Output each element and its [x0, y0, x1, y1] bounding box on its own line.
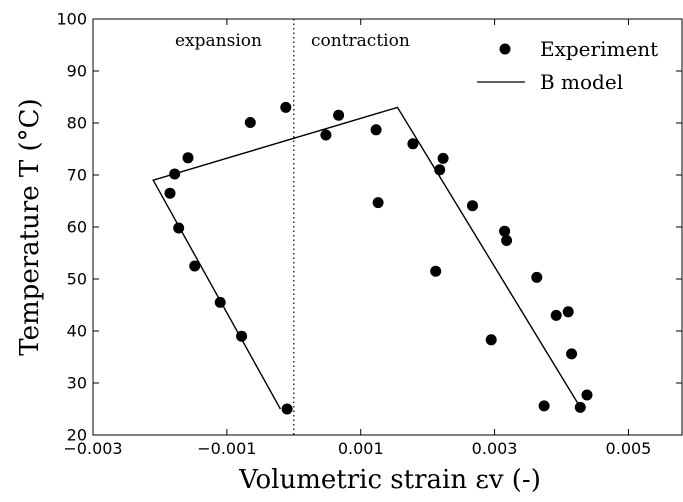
experiment-point	[550, 309, 562, 321]
experiment-point	[566, 348, 578, 360]
y-tick-label: 100	[56, 10, 87, 29]
region-label-expansion: expansion	[175, 31, 262, 51]
experiment-point	[280, 101, 292, 113]
y-axis-label: Temperature T (°C)	[15, 98, 45, 355]
experiment-point	[499, 225, 511, 237]
x-tick-label: −0.001	[197, 439, 256, 458]
axis-ticks	[92, 18, 682, 436]
legend-label-model: B model	[540, 70, 623, 94]
y-tick-label: 30	[67, 374, 87, 393]
y-tick-label: 70	[67, 166, 87, 185]
experiment-point	[236, 330, 248, 342]
y-tick-label: 90	[67, 62, 87, 81]
y-tick-label: 40	[67, 322, 87, 341]
plot-area	[92, 18, 683, 436]
experiment-point	[281, 403, 293, 415]
experiment-point	[320, 129, 332, 141]
experiment-point	[485, 334, 497, 346]
x-tick-label: −0.003	[63, 439, 122, 458]
y-tick-label: 80	[67, 114, 87, 133]
experiment-point	[531, 271, 543, 283]
legend-label-experiment: Experiment	[540, 37, 658, 61]
y-tick-label: 50	[67, 270, 87, 289]
experiment-point	[182, 152, 194, 164]
x-tick-label: 0.003	[472, 439, 518, 458]
chart-marks	[152, 101, 593, 415]
model-line	[152, 106, 581, 410]
y-tick-label: 60	[67, 218, 87, 237]
x-tick-label: 0.001	[338, 439, 384, 458]
experiment-point	[467, 200, 478, 212]
experiment-point	[370, 124, 382, 136]
experiment-point	[169, 168, 181, 180]
experiment-point	[333, 109, 345, 121]
x-axis-label: Volumetric strain εv (-)	[238, 465, 541, 495]
experiment-point	[407, 138, 419, 150]
experiment-point	[164, 187, 176, 199]
experiment-point	[244, 117, 256, 128]
experiment-point	[574, 401, 586, 413]
experiment-point	[434, 164, 446, 176]
experiment-point	[430, 265, 442, 277]
experiment-point	[562, 306, 574, 318]
experiment-point	[581, 389, 593, 401]
experiment-point	[538, 400, 550, 412]
tick-labels: −0.003 −0.001 0.001 0.003 0.005 20 30 40 50 60 70 8…	[56, 10, 651, 459]
y-tick-label: 20	[67, 426, 87, 445]
experiment-point	[372, 197, 384, 209]
experiment-point	[173, 222, 185, 234]
legend-marker-experiment	[499, 43, 511, 55]
experiment-point	[437, 152, 449, 164]
legend: Experiment B model	[477, 37, 658, 94]
region-label-contraction: contraction	[311, 31, 410, 51]
experiment-point	[189, 260, 201, 272]
experiment-point	[501, 235, 513, 246]
x-tick-label: 0.005	[606, 439, 652, 458]
experiment-point	[214, 296, 226, 308]
